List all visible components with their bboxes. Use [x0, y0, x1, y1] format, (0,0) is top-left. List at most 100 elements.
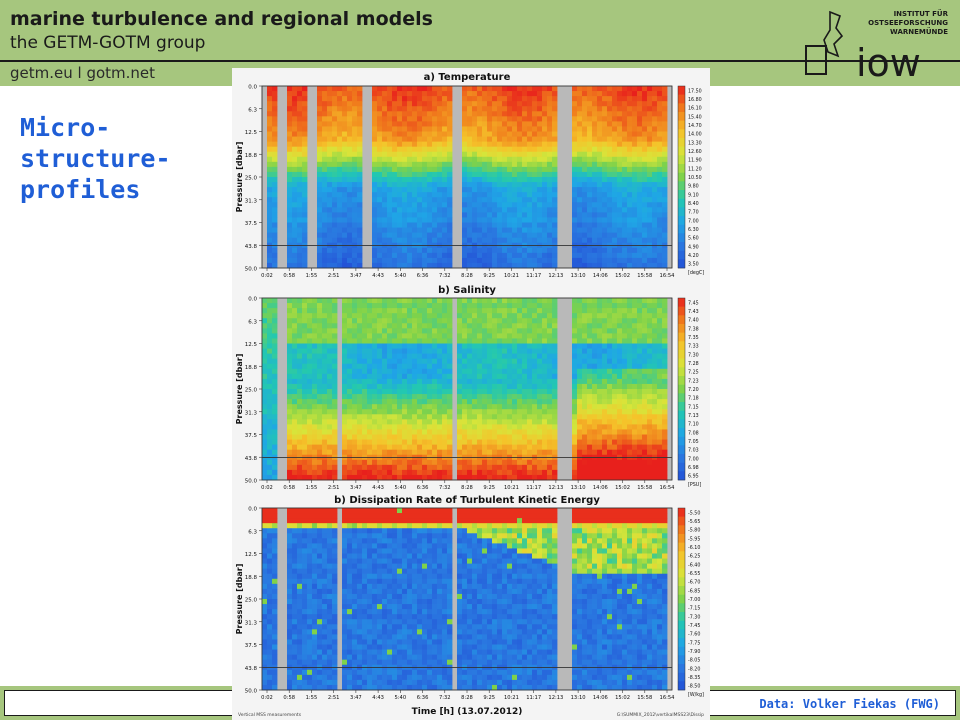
panel-2-cell	[262, 349, 267, 354]
panel-2-cell	[417, 419, 422, 424]
panel-2-cell	[377, 389, 382, 394]
panel-1-colorbar-label: 4.20	[688, 253, 699, 259]
panel-2-cell	[362, 414, 367, 419]
panel-1-cell	[322, 147, 327, 152]
panel-2-cell	[542, 429, 547, 434]
panel-1-cell	[347, 106, 352, 111]
panel-1-cell	[302, 212, 307, 217]
panel-1-cell	[652, 132, 657, 137]
panel-2-cell	[487, 394, 492, 399]
slide-title-line-3: profiles	[20, 174, 220, 205]
panel-1-cell	[332, 167, 337, 172]
panel-1-cell	[322, 162, 327, 167]
panel-2-cell	[377, 465, 382, 470]
panel-1-cell	[287, 187, 292, 192]
panel-2-cell	[402, 328, 407, 333]
panel-1-cell	[447, 86, 452, 91]
panel-1-cell	[402, 248, 407, 253]
panel-1-cell	[577, 258, 582, 263]
panel-1-cell	[322, 172, 327, 177]
panel-2-cell	[597, 338, 602, 343]
panel-1-cell	[497, 157, 502, 162]
panel-2-cell	[417, 308, 422, 313]
panel-1-cell	[327, 142, 332, 147]
panel-2-cell	[302, 445, 307, 450]
panel-2-cell	[417, 440, 422, 445]
panel-1-cell	[407, 263, 412, 268]
panel-1-cell	[437, 111, 442, 116]
panel-2-cell	[617, 303, 622, 308]
panel-1-cell	[342, 263, 347, 268]
panel-1-cell	[462, 192, 467, 197]
panel-2-cell	[442, 399, 447, 404]
panel-1-cell	[322, 86, 327, 91]
panel-1-cell	[412, 228, 417, 233]
panel-1-cell	[442, 147, 447, 152]
panel-2-cell	[492, 374, 497, 379]
panel-2-cell	[332, 424, 337, 429]
panel-1-cell	[327, 253, 332, 258]
panel-2-cell	[377, 333, 382, 338]
panel-2-cell	[622, 344, 627, 349]
panel-1-cell	[537, 101, 542, 106]
panel-1-cell	[357, 228, 362, 233]
panel-2-cell	[497, 394, 502, 399]
panel-2-cell	[482, 379, 487, 384]
panel-1-cell	[627, 157, 632, 162]
panel-2-cell	[617, 379, 622, 384]
panel-1-cell	[617, 137, 622, 142]
panel-1-cell	[582, 106, 587, 111]
panel-1-cell	[332, 228, 337, 233]
header-links[interactable]: getm.eu l gotm.net	[10, 64, 155, 82]
panel-1-cell	[272, 202, 277, 207]
panel-1-cell	[487, 101, 492, 106]
panel-1-cell	[347, 258, 352, 263]
panel-1-cell	[662, 207, 667, 212]
panel-1-cell	[297, 228, 302, 233]
panel-1-cell	[352, 217, 357, 222]
panel-2-cell	[527, 328, 532, 333]
panel-1-cell	[407, 137, 412, 142]
panel-2-cell	[387, 404, 392, 409]
panel-2-cell	[312, 450, 317, 455]
panel-2-cell	[392, 424, 397, 429]
panel-1-cell	[537, 263, 542, 268]
panel-2-cell	[322, 399, 327, 404]
panel-1-cell	[657, 167, 662, 172]
panel-2-cell	[342, 475, 347, 480]
panel-1-cell	[632, 142, 637, 147]
panel-2-cell	[597, 409, 602, 414]
panel-1-cell	[512, 233, 517, 238]
panel-2-cell	[502, 470, 507, 475]
panel-1-cell	[472, 152, 477, 157]
panel-2-cell	[327, 338, 332, 343]
panel-1-cell	[397, 126, 402, 131]
panel-1-cell	[517, 101, 522, 106]
panel-2-cell	[432, 369, 437, 374]
panel-2-cell	[457, 414, 462, 419]
panel-2-cell	[552, 313, 557, 318]
panel-2-cell	[442, 394, 447, 399]
panel-1-cell	[352, 147, 357, 152]
panel-2-cell	[502, 379, 507, 384]
panel-2-cell	[327, 359, 332, 364]
panel-2-cell	[552, 404, 557, 409]
panel-2-cell	[467, 338, 472, 343]
panel-2-cell	[412, 303, 417, 308]
panel-2-cell	[397, 303, 402, 308]
panel-2-cell	[577, 389, 582, 394]
panel-2-cell	[262, 303, 267, 308]
panel-2-cell	[472, 450, 477, 455]
panel-2-cell	[537, 318, 542, 323]
panel-2-cell	[422, 389, 427, 394]
panel-2-cell	[387, 354, 392, 359]
panel-2-cell	[392, 450, 397, 455]
panel-2-cell	[297, 404, 302, 409]
panel-2-cell	[492, 445, 497, 450]
panel-2-cell	[312, 369, 317, 374]
panel-1-cell	[632, 192, 637, 197]
panel-2-cell	[387, 323, 392, 328]
panel-1-cell	[397, 228, 402, 233]
panel-1-cell	[487, 223, 492, 228]
panel-2-cell	[272, 394, 277, 399]
